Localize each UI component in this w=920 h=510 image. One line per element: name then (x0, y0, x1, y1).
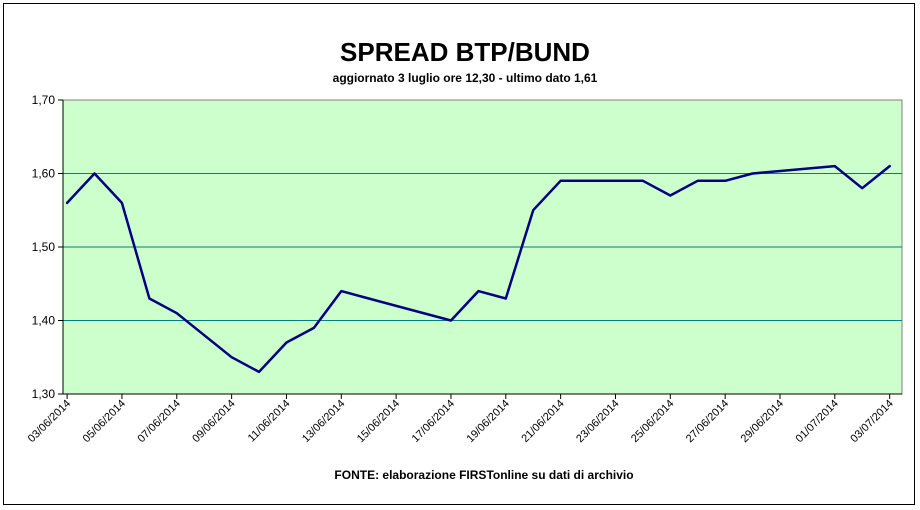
x-tick-label: 25/06/2014 (629, 398, 676, 445)
x-tick-label: 23/06/2014 (574, 398, 621, 445)
x-tick-label: 19/06/2014 (465, 398, 512, 445)
y-tick-label: 1,40 (32, 314, 56, 328)
y-tick-label: 1,70 (32, 93, 56, 107)
series-spread (65, 164, 891, 374)
source-note: FONTE: elaborazione FIRSTonline su dati … (334, 468, 633, 482)
x-tick-label: 21/06/2014 (519, 398, 566, 445)
series-line (65, 164, 891, 374)
x-tick-label: 09/06/2014 (190, 398, 237, 445)
x-tick-label: 29/06/2014 (739, 398, 786, 445)
x-tick-label: 15/06/2014 (355, 398, 402, 445)
y-tick-label: 1,50 (32, 240, 56, 254)
y-axis-ticks: 1,30 1,40 1,50 1,60 1,70 (32, 93, 63, 401)
x-axis-ticks: 03/06/2014 05/06/2014 07/06/2014 09/06/2014… (26, 394, 896, 445)
x-tick-label: 05/06/2014 (81, 398, 128, 445)
chart-subtitle: aggiornato 3 luglio ore 12,30 - ultimo d… (333, 71, 598, 85)
x-tick-label: 17/06/2014 (410, 398, 457, 445)
x-tick-label: 03/07/2014 (848, 398, 895, 445)
x-tick-label: 01/07/2014 (794, 398, 841, 445)
x-tick-label: 07/06/2014 (135, 398, 182, 445)
x-tick-label: 11/06/2014 (246, 398, 293, 445)
y-tick-label: 1,60 (32, 167, 56, 181)
x-tick-label: 27/06/2014 (684, 398, 731, 445)
x-tick-label: 03/06/2014 (26, 398, 73, 445)
x-tick-label: 13/06/2014 (300, 398, 347, 445)
y-tick-label: 1,30 (32, 387, 56, 401)
chart-title: SPREAD BTP/BUND (340, 37, 590, 67)
